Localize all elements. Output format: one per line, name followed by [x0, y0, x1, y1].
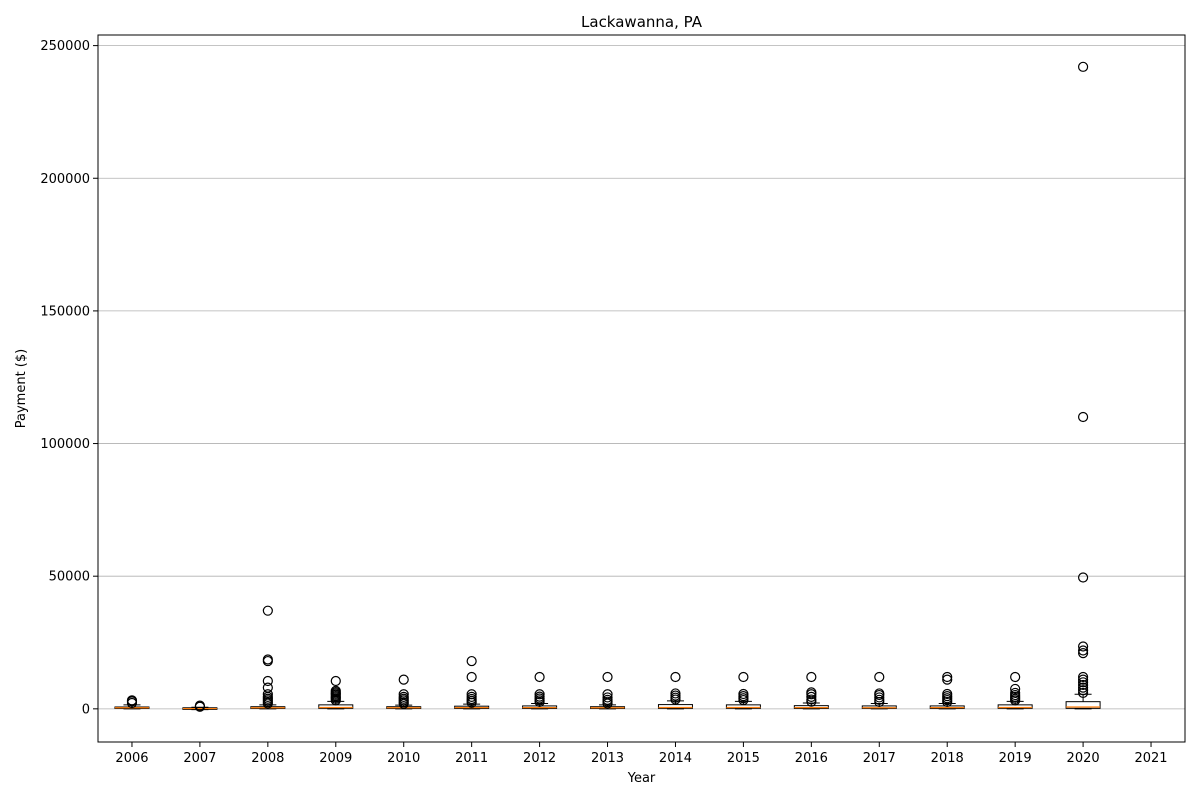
- box-2011: [454, 655, 490, 710]
- outlier-point: [1077, 677, 1089, 688]
- x-axis-label: Year: [627, 771, 656, 786]
- outlier-point: [806, 687, 817, 698]
- box-2015: [725, 671, 761, 710]
- x-tick-label: 2007: [183, 751, 216, 766]
- outlier-point: [466, 655, 477, 667]
- outlier-point: [806, 694, 817, 705]
- y-tick-label: 0: [82, 702, 90, 717]
- outlier-point: [1077, 648, 1089, 659]
- iqr-box: [1065, 701, 1101, 709]
- outlier-point: [466, 689, 477, 700]
- outlier-point: [262, 654, 273, 665]
- box-2007: [182, 700, 218, 712]
- y-axis-label: Payment ($): [14, 349, 29, 428]
- outlier-point: [1077, 674, 1089, 685]
- outlier-point: [602, 692, 613, 703]
- x-tick-label: 2009: [319, 751, 352, 766]
- y-tick-label: 250000: [40, 39, 90, 54]
- y-tick-label: 50000: [49, 570, 90, 585]
- x-tick-label: 2012: [523, 751, 556, 766]
- outlier-point: [262, 605, 273, 616]
- outlier-point: [1010, 671, 1021, 683]
- box-2008: [250, 605, 286, 710]
- x-tick-label: 2006: [115, 751, 148, 766]
- outlier-point: [738, 671, 749, 683]
- outlier-point: [1010, 687, 1021, 699]
- outlier-point: [534, 671, 545, 683]
- outlier-point: [466, 671, 477, 683]
- outlier-point: [126, 695, 138, 706]
- outlier-point: [262, 689, 273, 700]
- outlier-point: [330, 685, 341, 696]
- outlier-point: [466, 691, 477, 703]
- outlier-point: [1077, 685, 1089, 696]
- outlier-point: [874, 671, 885, 683]
- box-2009: [318, 675, 354, 710]
- outlier-point: [1077, 572, 1089, 583]
- box-2016: [793, 671, 829, 710]
- x-tick-label: 2014: [659, 751, 692, 766]
- box-2018: [929, 671, 965, 710]
- outlier-point: [1010, 683, 1021, 695]
- x-tick-label: 2017: [863, 751, 896, 766]
- chart-title: Lackawanna, PA: [581, 13, 703, 31]
- outlier-point: [1077, 679, 1089, 691]
- box-2017: [861, 671, 897, 710]
- outlier-point: [1077, 682, 1089, 693]
- outlier-point: [942, 674, 953, 685]
- y-tick-label: 100000: [40, 437, 90, 452]
- box-2014: [657, 671, 693, 710]
- outlier-point: [1077, 671, 1089, 683]
- outlier-point: [670, 688, 681, 699]
- x-tick-label: 2010: [387, 751, 420, 766]
- box-2013: [590, 671, 626, 710]
- ticks: 0 50000 100000 150000 200000 250000 2006 2007 20…: [40, 39, 1167, 766]
- box-2006: [114, 695, 150, 710]
- outlier-point: [398, 691, 409, 703]
- box-2020: [1065, 61, 1101, 710]
- outlier-point: [330, 675, 341, 687]
- outlier-point: [262, 682, 273, 693]
- boxes: [114, 61, 1101, 712]
- x-tick-label: 2015: [727, 751, 760, 766]
- outlier-point: [1077, 687, 1089, 699]
- outlier-point: [194, 700, 206, 711]
- outlier-point: [602, 689, 613, 700]
- outlier-point: [806, 691, 817, 703]
- y-tick-label: 150000: [40, 304, 90, 319]
- outlier-point: [262, 675, 273, 687]
- outlier-point: [534, 689, 545, 700]
- outlier-point: [1077, 61, 1089, 72]
- outlier-point: [1077, 411, 1089, 423]
- box-2010: [386, 674, 422, 710]
- outlier-point: [806, 671, 817, 683]
- outlier-point: [398, 674, 409, 685]
- outlier-point: [942, 671, 953, 683]
- x-tick-label: 2008: [251, 751, 284, 766]
- outlier-point: [1077, 645, 1089, 656]
- outlier-point: [942, 688, 953, 700]
- box-2019: [997, 671, 1033, 710]
- y-tick-label: 200000: [40, 172, 90, 187]
- x-tick-label: 2011: [455, 751, 488, 766]
- x-tick-label: 2013: [591, 751, 624, 766]
- box-2012: [522, 671, 558, 710]
- outlier-point: [738, 688, 749, 700]
- outlier-point: [670, 671, 681, 683]
- x-tick-label: 2020: [1067, 751, 1100, 766]
- outlier-point: [1077, 641, 1089, 652]
- outlier-point: [398, 689, 409, 700]
- x-tick-label: 2018: [931, 751, 964, 766]
- plot-area-frame: [97, 34, 1186, 743]
- gridlines: [98, 45, 1185, 710]
- outlier-point: [602, 671, 613, 683]
- outlier-point: [874, 688, 885, 699]
- x-tick-label: 2019: [999, 751, 1032, 766]
- x-tick-label: 2016: [795, 751, 828, 766]
- x-tick-label: 2021: [1134, 751, 1167, 766]
